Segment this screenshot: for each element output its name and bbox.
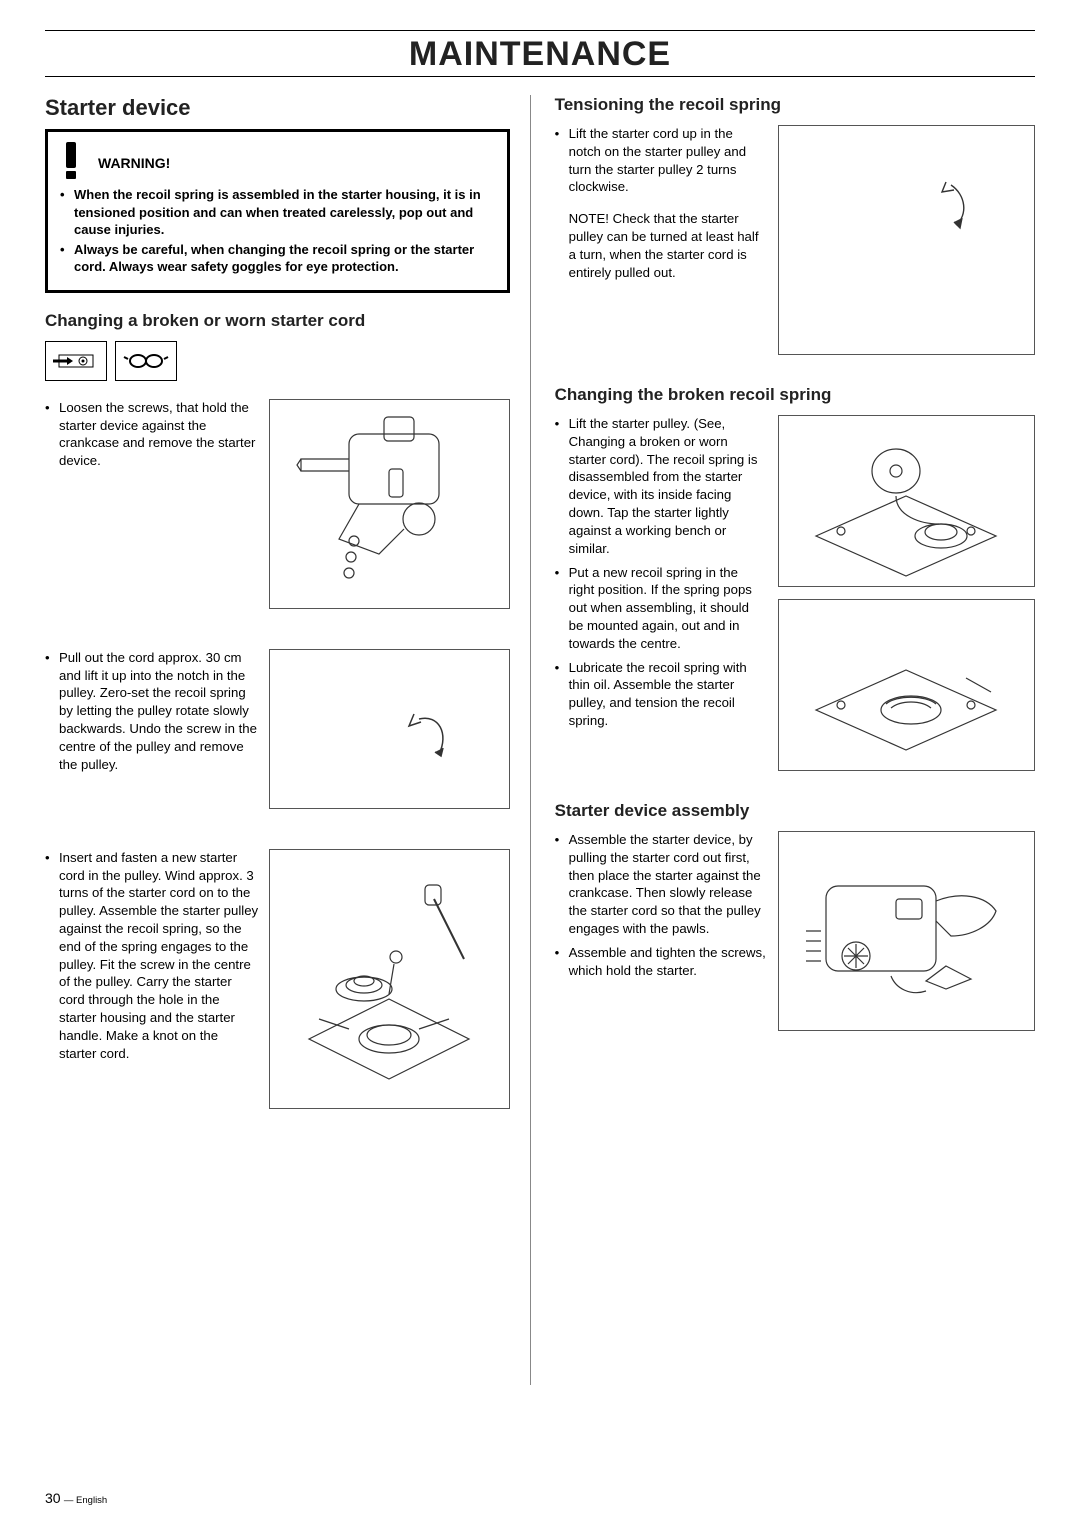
step-text: Assemble and tighten the screws, which h… <box>555 944 766 980</box>
page-number: 30 <box>45 1490 61 1506</box>
warning-label: WARNING! <box>98 155 170 171</box>
goggles-icon <box>115 341 177 381</box>
step-text: Pull out the cord approx. 30 cm and lift… <box>45 649 259 774</box>
change-spring-heading: Changing the broken recoil spring <box>555 385 1035 405</box>
page-title: MAINTENANCE <box>45 35 1035 74</box>
warning-box: WARNING! When the recoil spring is assem… <box>45 129 510 293</box>
tension-figure <box>778 125 1035 355</box>
step-text: Insert and fasten a new starter cord in … <box>45 849 259 1063</box>
step-text: Put a new recoil spring in the right pos… <box>555 564 766 653</box>
exclamation-icon <box>58 142 84 180</box>
spring-figure-2 <box>778 599 1035 771</box>
step-text: Assemble the starter device, by pulling … <box>555 831 766 938</box>
page-lang: — English <box>64 1495 107 1506</box>
page-footer: 30 — English <box>45 1490 107 1506</box>
warning-item: When the recoil spring is assembled in t… <box>58 186 495 239</box>
warning-item: Always be careful, when changing the rec… <box>58 241 495 276</box>
assembly-figure-right <box>778 831 1035 1031</box>
left-column: Starter device WARNING! When the recoil … <box>45 95 530 1385</box>
slide-out-icon <box>45 341 107 381</box>
assembly-figure <box>269 849 510 1109</box>
assembly-heading: Starter device assembly <box>555 801 1035 821</box>
step-text: Loosen the screws, that hold the starter… <box>45 399 259 470</box>
right-column: Tensioning the recoil spring Lift the st… <box>531 95 1035 1385</box>
rotate-figure <box>269 649 510 809</box>
step-text: Lift the starter pulley. (See, Changing … <box>555 415 766 558</box>
tensioning-heading: Tensioning the recoil spring <box>555 95 1035 115</box>
step-text: Lubricate the recoil spring with thin oi… <box>555 659 766 730</box>
chainsaw-figure <box>269 399 510 609</box>
changing-cord-heading: Changing a broken or worn starter cord <box>45 311 510 331</box>
starter-device-heading: Starter device <box>45 95 510 121</box>
spring-figure-1 <box>778 415 1035 587</box>
note-text: NOTE! Check that the starter pulley can … <box>555 210 766 281</box>
step-text: Lift the starter cord up in the notch on… <box>555 125 766 196</box>
